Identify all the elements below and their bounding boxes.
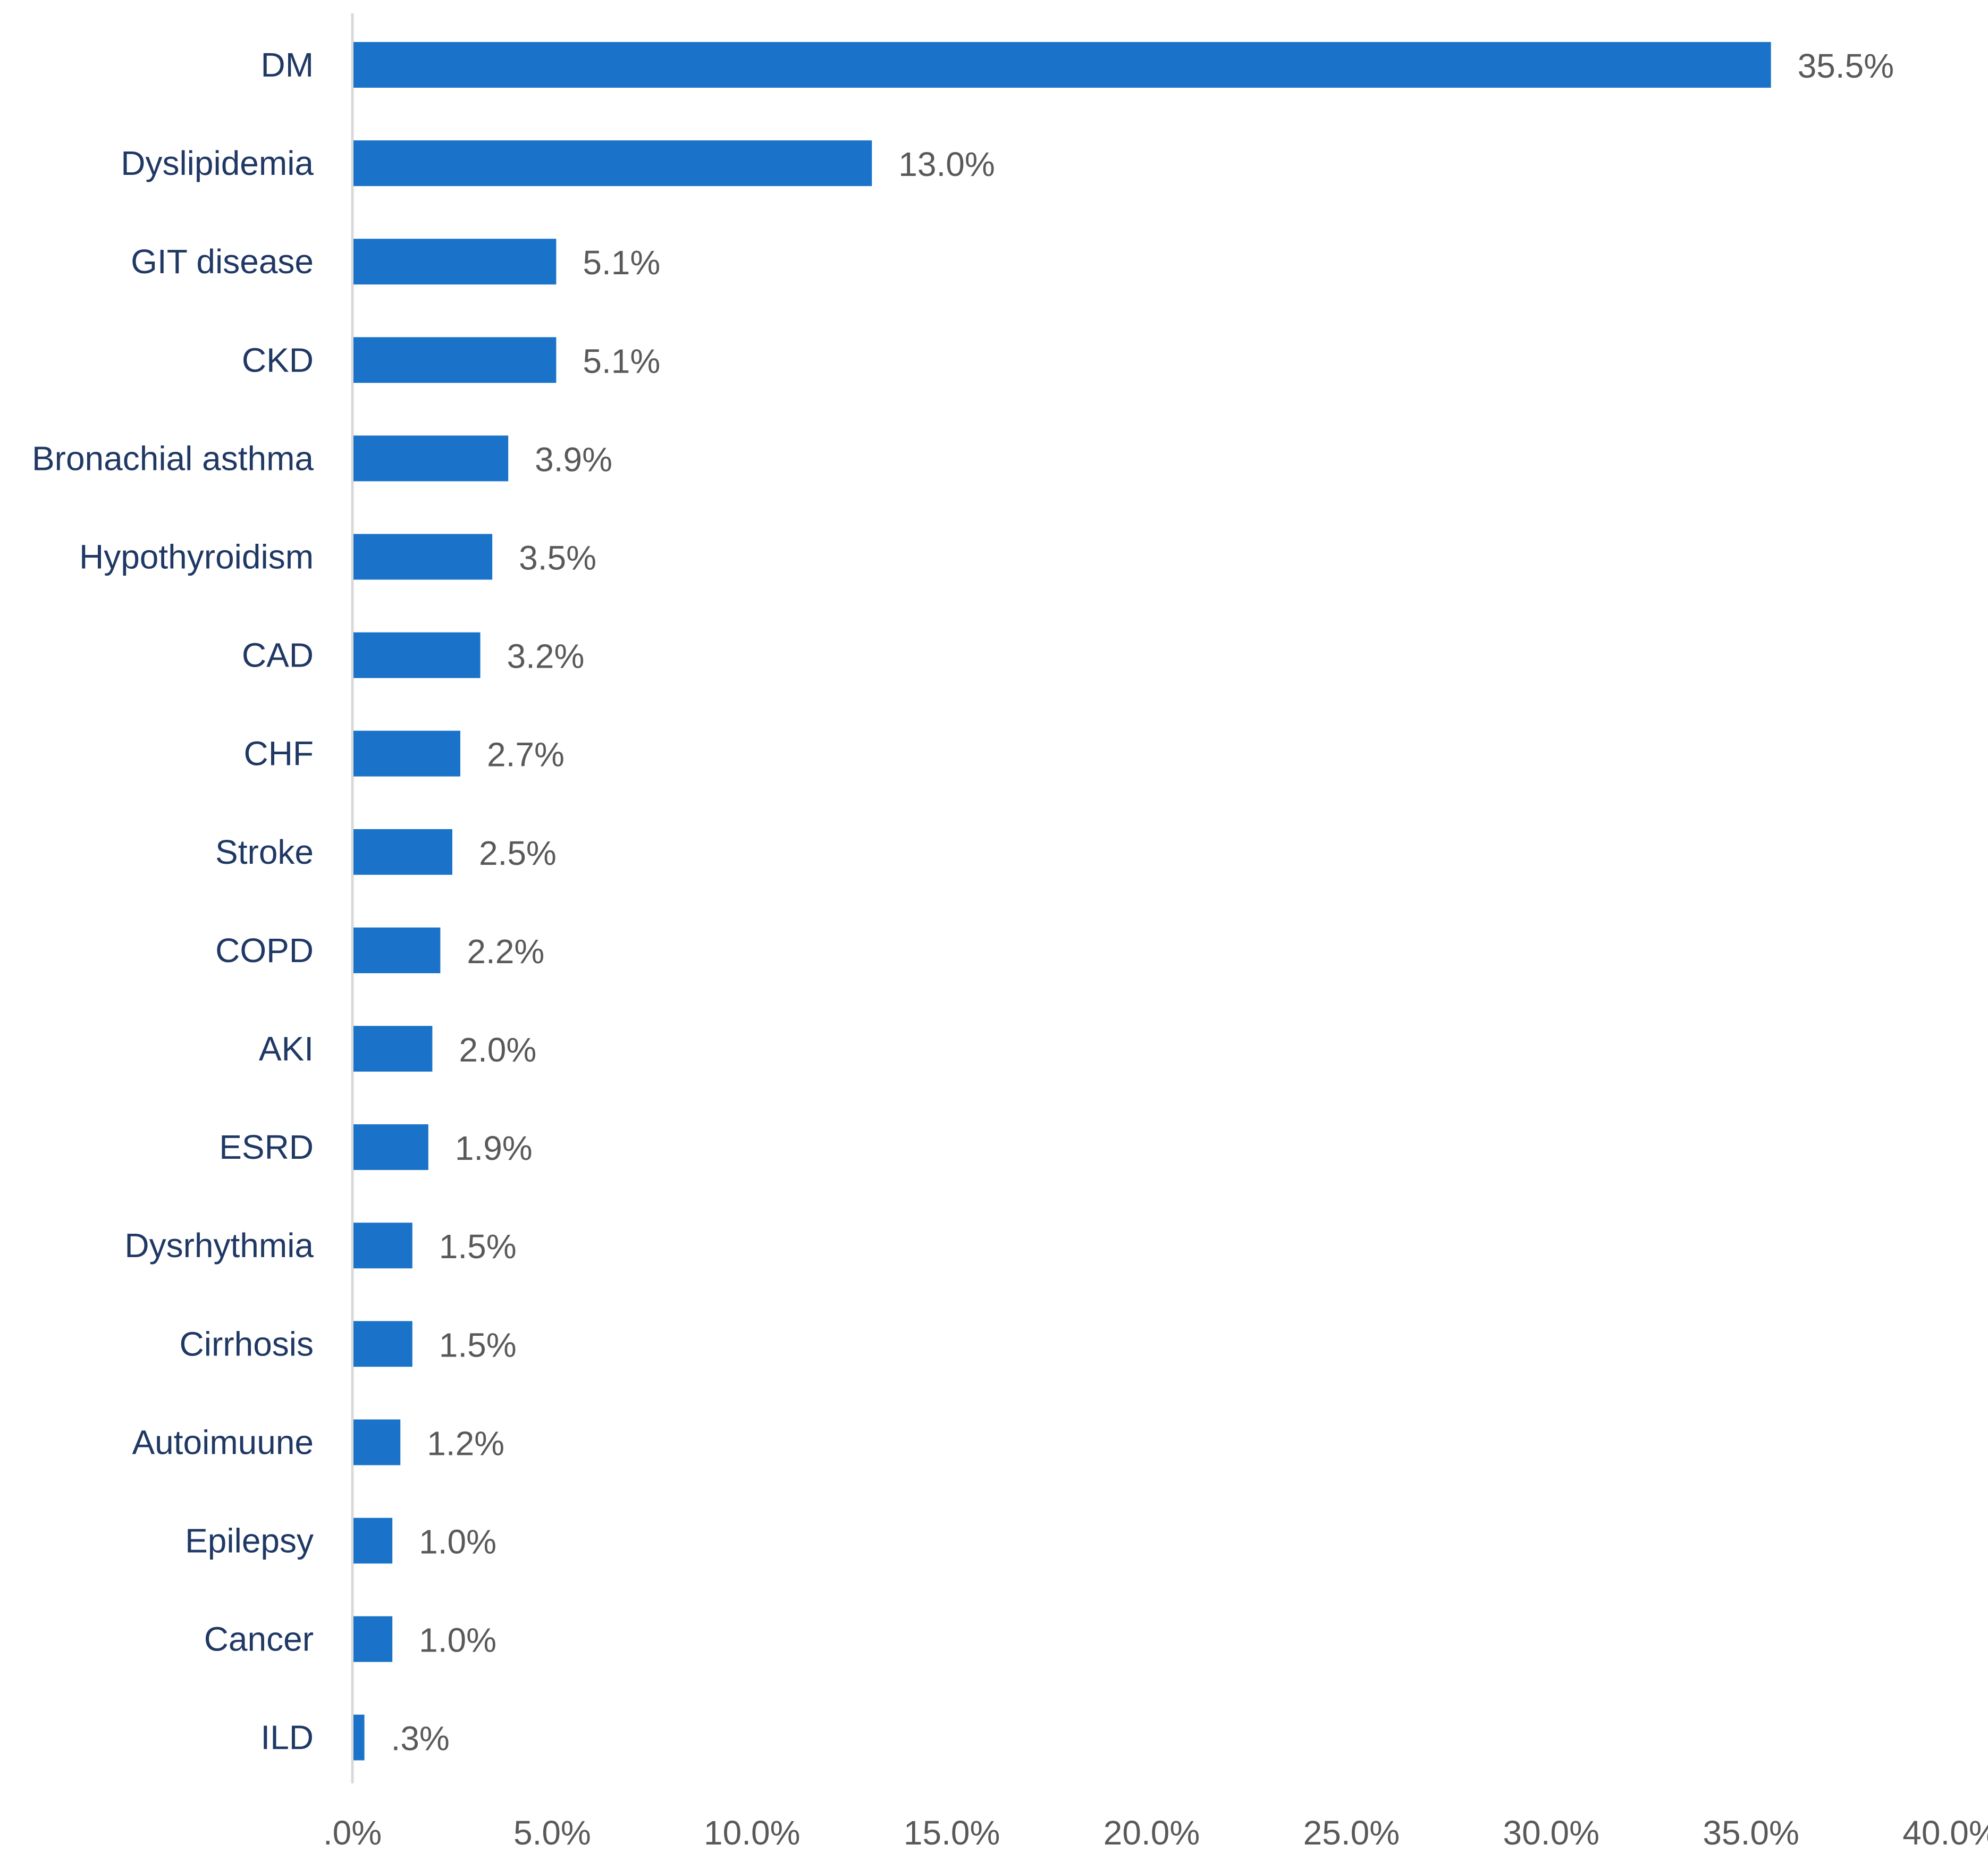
bar-esrd <box>353 1124 428 1170</box>
value-label-dm: 35.5% <box>1798 47 1894 85</box>
x-tick-label-5: 25.0% <box>1303 1814 1400 1852</box>
value-label-cirrhosis: 1.5% <box>439 1326 517 1364</box>
value-label-copd: 2.2% <box>467 932 544 971</box>
x-tick-label-2: 10.0% <box>704 1814 800 1852</box>
category-label-git-disease: GIT disease <box>131 242 314 281</box>
category-label-dysrhythmia: Dysrhythmia <box>124 1226 314 1265</box>
bar-dm <box>353 42 1771 88</box>
bar-stroke <box>353 829 452 875</box>
bar-chf <box>353 730 460 777</box>
bar-cancer <box>353 1616 393 1662</box>
category-label-cad: CAD <box>242 636 314 675</box>
category-labels-group: DM Dyslipidemia GIT disease CKD Bronachial a… <box>32 46 314 1757</box>
x-tick-label-6: 30.0% <box>1503 1814 1599 1852</box>
x-tick-label-7: 35.0% <box>1703 1814 1799 1852</box>
value-label-dyslipidemia: 13.0% <box>898 145 995 183</box>
x-tick-label-8: 40.0% <box>1902 1814 1988 1852</box>
category-label-dm: DM <box>260 46 314 84</box>
category-label-hypothyroidism: Hypothyroidism <box>79 538 314 576</box>
category-label-chf: CHF <box>243 735 314 773</box>
value-label-autoimuune: 1.2% <box>427 1424 504 1462</box>
x-tick-label-3: 15.0% <box>904 1814 1000 1852</box>
value-label-ckd: 5.1% <box>583 342 660 380</box>
bar-copd <box>353 927 441 973</box>
bar-hypothyroidism <box>353 534 493 580</box>
category-label-copd: COPD <box>215 931 314 970</box>
bar-ckd <box>353 337 557 383</box>
bar-dysrhythmia <box>353 1223 412 1269</box>
x-tick-label-0: .0% <box>323 1814 382 1852</box>
category-label-bronachial-asthma: Bronachial asthma <box>32 439 314 477</box>
category-label-epilepsy: Epilepsy <box>185 1522 314 1560</box>
category-label-esrd: ESRD <box>219 1128 314 1166</box>
x-tick-labels-group: .0% 5.0% 10.0% 15.0% 20.0% 25.0% 30.0% 35.0% 40.… <box>323 1814 1988 1852</box>
bar-autoimuune <box>353 1419 401 1465</box>
value-label-git-disease: 5.1% <box>583 243 660 282</box>
bar-bronachial-asthma <box>353 435 509 482</box>
category-label-cirrhosis: Cirrhosis <box>180 1325 314 1363</box>
category-label-autoimuune: Autoimuune <box>132 1423 314 1461</box>
category-label-stroke: Stroke <box>215 833 314 871</box>
value-label-dysrhythmia: 1.5% <box>439 1227 517 1266</box>
bar-dyslipidemia <box>353 140 872 187</box>
value-label-hypothyroidism: 3.5% <box>519 539 596 577</box>
bars-group <box>353 42 1771 1761</box>
value-label-cancer: 1.0% <box>419 1621 496 1660</box>
x-tick-label-1: 5.0% <box>513 1814 591 1852</box>
bar-ild <box>353 1714 365 1761</box>
value-label-cad: 3.2% <box>507 637 585 676</box>
bar-cad <box>353 632 481 678</box>
category-label-cancer: Cancer <box>204 1620 314 1658</box>
category-label-ckd: CKD <box>242 341 314 379</box>
value-label-aki: 2.0% <box>459 1031 536 1069</box>
category-label-ild: ILD <box>260 1719 314 1757</box>
bar-aki <box>353 1026 433 1072</box>
value-label-esrd: 1.9% <box>455 1129 533 1167</box>
value-label-bronachial-asthma: 3.9% <box>535 440 612 478</box>
category-label-dyslipidemia: Dyslipidemia <box>121 144 314 182</box>
category-label-aki: AKI <box>259 1030 314 1068</box>
bar-git-disease <box>353 239 557 285</box>
value-labels-group: 35.5% 13.0% 5.1% 5.1% 3.9% 3.5% 3.2% 2.7% 2.5% 2.… <box>391 47 1894 1758</box>
value-label-chf: 2.7% <box>487 736 565 774</box>
value-label-ild: .3% <box>391 1720 450 1758</box>
value-label-epilepsy: 1.0% <box>419 1523 496 1561</box>
x-tick-label-4: 20.0% <box>1103 1814 1200 1852</box>
value-label-stroke: 2.5% <box>479 834 557 872</box>
bar-epilepsy <box>353 1518 393 1564</box>
bar-cirrhosis <box>353 1321 412 1367</box>
